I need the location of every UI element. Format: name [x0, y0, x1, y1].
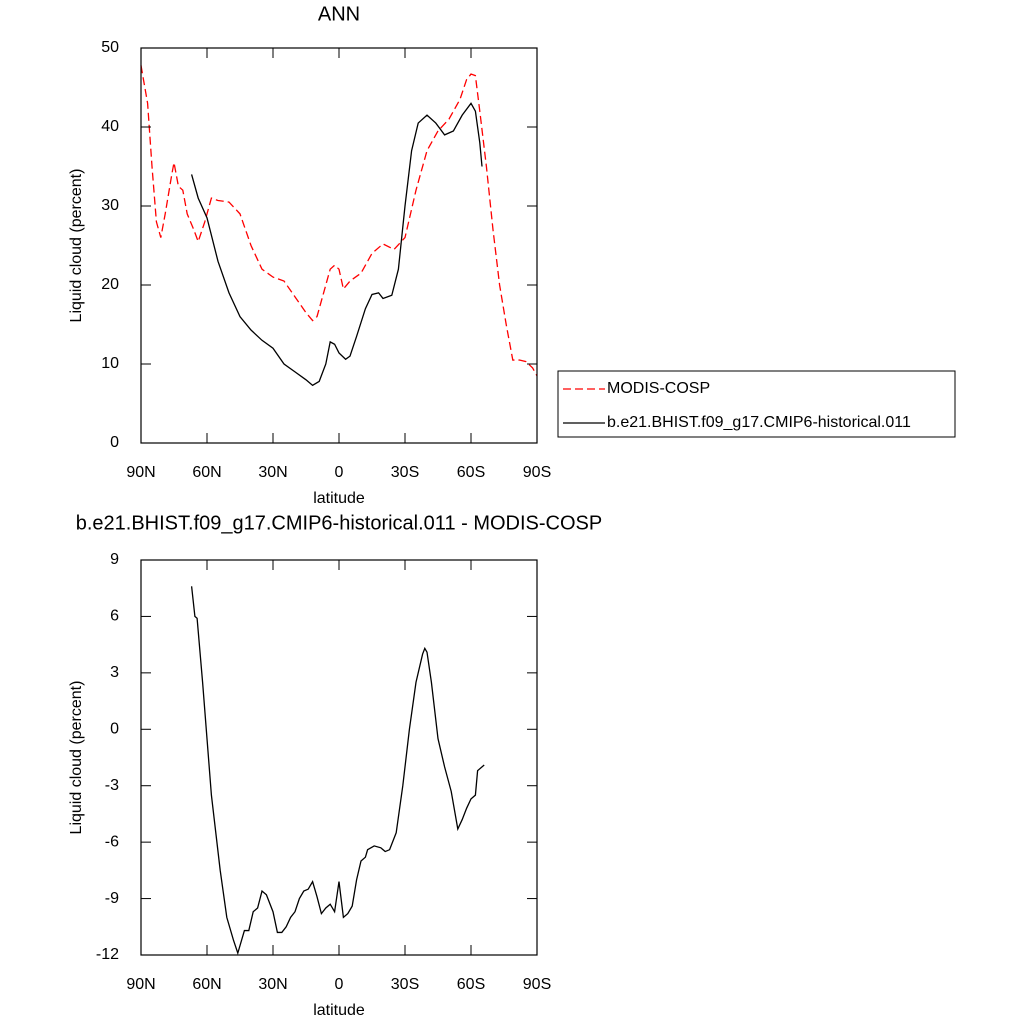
x-tick-label: 90S [523, 976, 551, 993]
x-axis-label: latitude [313, 1002, 365, 1019]
y-tick-label: -3 [105, 777, 119, 794]
y-tick-label: -6 [105, 833, 119, 850]
y-tick-label: 10 [101, 355, 119, 372]
data-line [190, 586, 485, 956]
x-tick-label: 60S [457, 464, 485, 481]
legend-box [557, 370, 956, 438]
y-tick-label: 40 [101, 118, 119, 135]
x-tick-label: 60N [192, 976, 221, 993]
y-tick-label: -9 [105, 890, 119, 907]
y-tick-label: -12 [96, 946, 119, 963]
plot-frame [140, 559, 538, 956]
data-line [140, 65, 538, 377]
data-line [190, 102, 483, 387]
x-tick-label: 30S [391, 464, 419, 481]
y-tick-label: 50 [101, 39, 119, 56]
x-tick-label: 30N [258, 976, 287, 993]
legend-label: b.e21.BHIST.f09_g17.CMIP6-historical.011 [607, 414, 911, 431]
y-tick-label: 0 [110, 721, 119, 738]
x-tick-label: 60N [192, 464, 221, 481]
y-tick-label: 6 [110, 608, 119, 625]
y-axis-label: Liquid cloud (percent) [68, 169, 85, 323]
x-tick-label: 90S [523, 464, 551, 481]
x-tick-label: 30N [258, 464, 287, 481]
x-axis-label: latitude [313, 490, 365, 507]
x-tick-label: 90N [126, 976, 155, 993]
chart-title: ANN [318, 3, 360, 25]
plot-frame [140, 47, 538, 444]
y-tick-label: 30 [101, 197, 119, 214]
y-axis-label: Liquid cloud (percent) [68, 681, 85, 835]
x-tick-label: 90N [126, 464, 155, 481]
y-tick-label: 9 [110, 551, 119, 568]
chart-title: b.e21.BHIST.f09_g17.CMIP6-historical.011… [76, 512, 603, 534]
y-tick-label: 3 [110, 664, 119, 681]
x-tick-label: 60S [457, 976, 485, 993]
x-tick-label: 0 [335, 976, 344, 993]
y-tick-label: 20 [101, 276, 119, 293]
legend-label: MODIS-COSP [607, 380, 710, 397]
x-tick-label: 0 [335, 464, 344, 481]
y-tick-label: 0 [110, 434, 119, 451]
x-tick-label: 30S [391, 976, 419, 993]
